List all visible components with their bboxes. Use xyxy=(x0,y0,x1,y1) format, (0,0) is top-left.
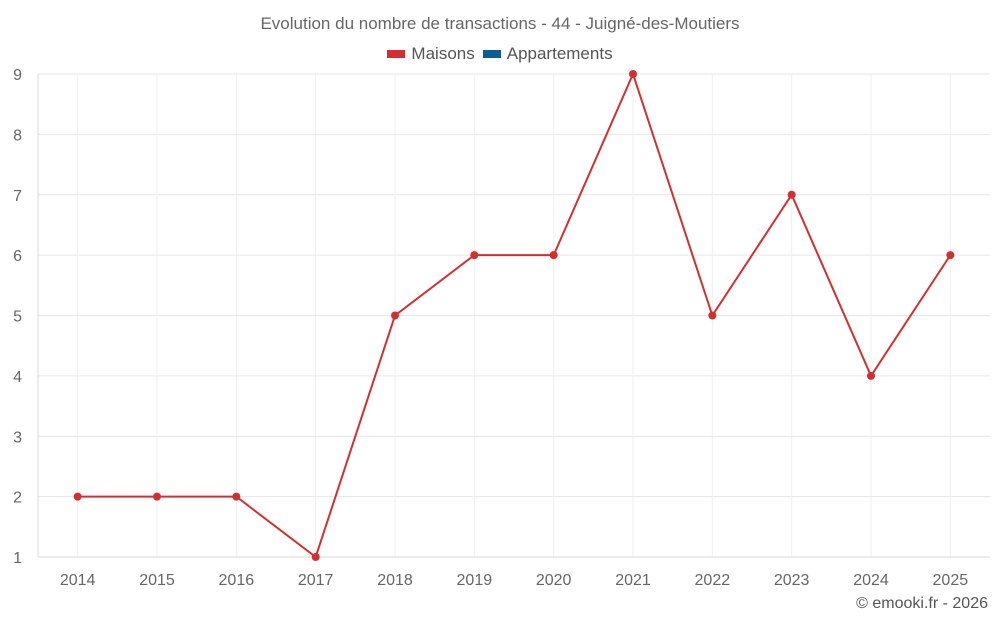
data-point-maisons xyxy=(232,492,241,501)
legend-label-maisons: Maisons xyxy=(411,44,475,63)
legend-label-appartements: Appartements xyxy=(506,44,613,63)
y-tick-label: 8 xyxy=(13,127,22,144)
data-point-maisons xyxy=(549,251,558,260)
x-tick-label: 2018 xyxy=(377,572,413,589)
x-tick-label: 2025 xyxy=(933,572,969,589)
y-tick-label: 7 xyxy=(13,188,22,205)
series-line-maisons xyxy=(77,71,952,559)
y-tick-label: 6 xyxy=(13,248,22,265)
data-point-maisons xyxy=(470,251,479,260)
x-tick-label: 2023 xyxy=(774,572,810,589)
x-tick-label: 2022 xyxy=(695,572,731,589)
x-tick-label: 2024 xyxy=(853,572,889,589)
legend-item-maisons[interactable]: Maisons xyxy=(387,44,475,64)
y-tick-label: 2 xyxy=(13,490,22,507)
x-tick-label: 2019 xyxy=(457,572,493,589)
data-point-maisons xyxy=(708,311,717,320)
x-tick-label: 2016 xyxy=(219,572,255,589)
data-point-maisons xyxy=(787,190,796,199)
y-tick-label: 3 xyxy=(13,429,22,446)
x-tick-label: 2015 xyxy=(139,572,175,589)
legend-swatch-maisons xyxy=(387,50,406,58)
data-point-maisons xyxy=(946,251,955,260)
data-point-maisons xyxy=(867,371,875,380)
legend-swatch-appartements xyxy=(482,50,501,58)
watermark: © emooki.fr - 2026 xyxy=(856,595,988,612)
legend-item-appartements[interactable]: Appartements xyxy=(482,44,613,64)
data-point-maisons xyxy=(629,70,637,78)
x-tick-label: 2021 xyxy=(615,572,651,589)
x-tick-label: 2020 xyxy=(536,572,572,589)
legend: Maisons Appartements xyxy=(0,44,1000,64)
x-tick-label: 2014 xyxy=(60,572,96,589)
y-tick-label: 9 xyxy=(13,67,22,84)
y-tick-label: 5 xyxy=(13,309,22,326)
y-tick-label: 1 xyxy=(13,550,22,567)
data-point-maisons xyxy=(153,492,161,501)
data-point-maisons xyxy=(73,492,82,501)
data-point-maisons xyxy=(311,553,320,561)
y-tick-label: 4 xyxy=(13,369,22,386)
chart-title: Evolution du nombre de transactions - 44… xyxy=(260,14,740,33)
data-point-maisons xyxy=(391,311,399,320)
x-tick-label: 2017 xyxy=(298,572,334,589)
